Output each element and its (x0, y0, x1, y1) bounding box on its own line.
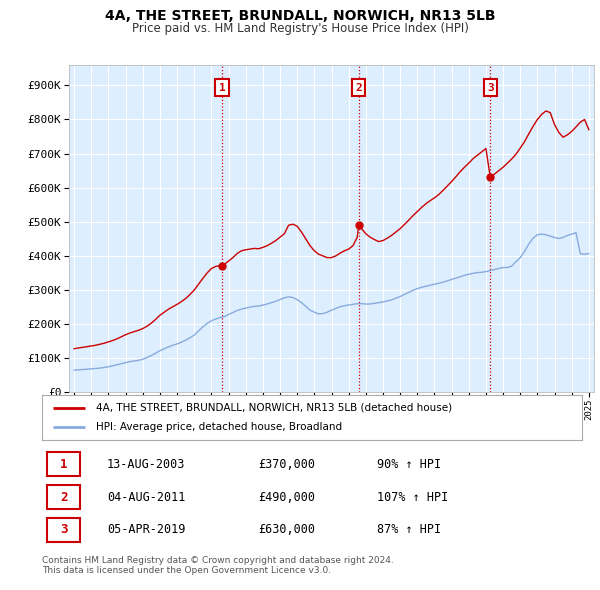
Text: 1: 1 (60, 458, 67, 471)
Text: 3: 3 (487, 83, 494, 93)
FancyBboxPatch shape (47, 518, 80, 542)
Text: 87% ↑ HPI: 87% ↑ HPI (377, 523, 441, 536)
Text: 2: 2 (60, 490, 67, 504)
Text: HPI: Average price, detached house, Broadland: HPI: Average price, detached house, Broa… (96, 422, 342, 432)
Text: 3: 3 (60, 523, 67, 536)
Text: 13-AUG-2003: 13-AUG-2003 (107, 458, 185, 471)
Text: 90% ↑ HPI: 90% ↑ HPI (377, 458, 441, 471)
FancyBboxPatch shape (47, 453, 80, 476)
Text: £630,000: £630,000 (258, 523, 315, 536)
Text: 04-AUG-2011: 04-AUG-2011 (107, 490, 185, 504)
Text: 4A, THE STREET, BRUNDALL, NORWICH, NR13 5LB: 4A, THE STREET, BRUNDALL, NORWICH, NR13 … (105, 9, 495, 23)
Text: 05-APR-2019: 05-APR-2019 (107, 523, 185, 536)
Text: 1: 1 (218, 83, 226, 93)
Text: 2: 2 (355, 83, 362, 93)
Text: Price paid vs. HM Land Registry's House Price Index (HPI): Price paid vs. HM Land Registry's House … (131, 22, 469, 35)
Text: £370,000: £370,000 (258, 458, 315, 471)
Text: 4A, THE STREET, BRUNDALL, NORWICH, NR13 5LB (detached house): 4A, THE STREET, BRUNDALL, NORWICH, NR13 … (96, 403, 452, 412)
FancyBboxPatch shape (47, 485, 80, 509)
Text: Contains HM Land Registry data © Crown copyright and database right 2024.
This d: Contains HM Land Registry data © Crown c… (42, 556, 394, 575)
Text: £490,000: £490,000 (258, 490, 315, 504)
Text: 107% ↑ HPI: 107% ↑ HPI (377, 490, 448, 504)
